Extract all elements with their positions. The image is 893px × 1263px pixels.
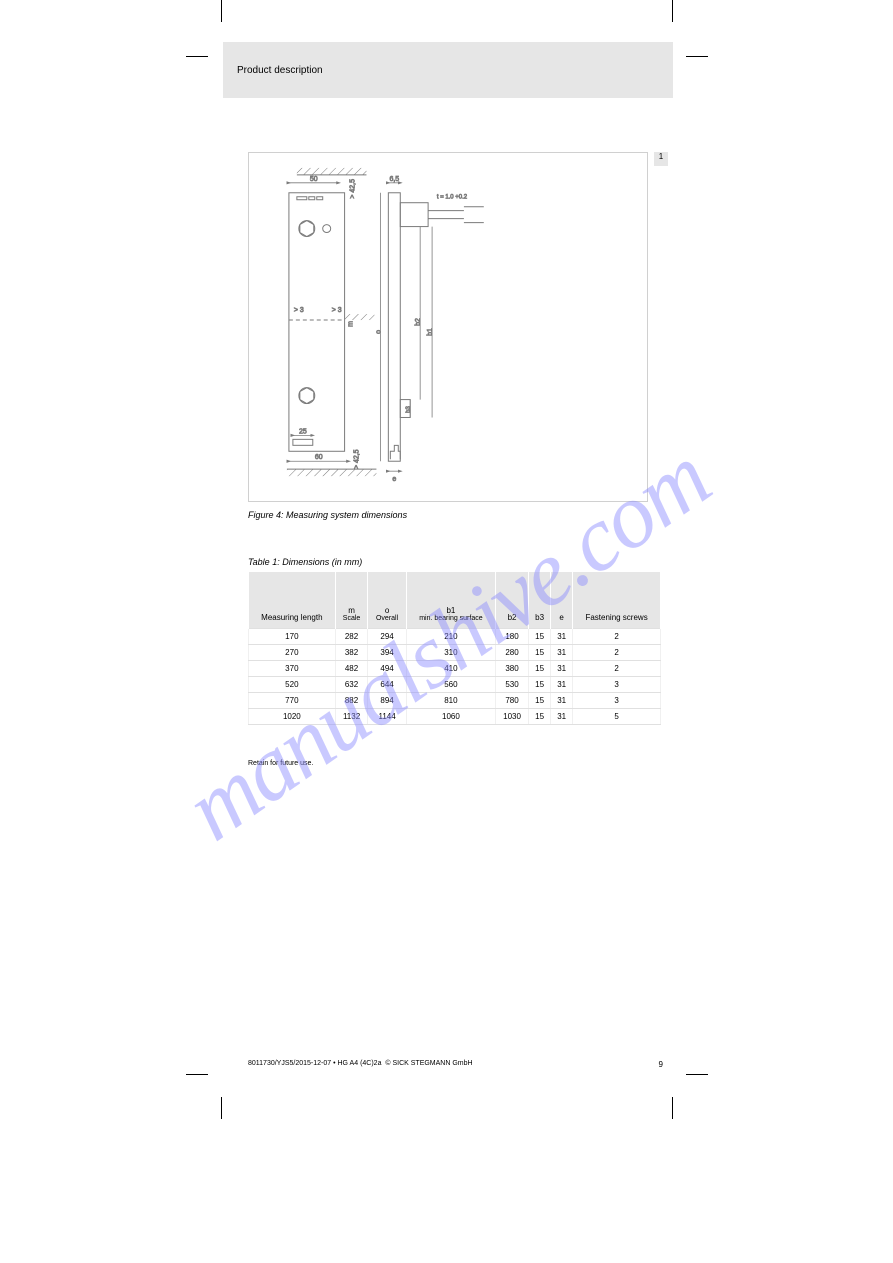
table-cell: 810: [406, 692, 495, 708]
table-header: mScale: [335, 572, 368, 628]
svg-text:b1: b1: [427, 328, 434, 336]
table-cell: 15: [529, 676, 551, 692]
table-cell: 560: [406, 676, 495, 692]
svg-text:b2: b2: [415, 318, 422, 326]
table-cell: 770: [249, 692, 336, 708]
table-cell: 520: [249, 676, 336, 692]
dimensions-table: Measuring lengthmScaleoOverallb1min. bea…: [248, 572, 661, 725]
table-cell: 382: [335, 644, 368, 660]
table-cell: 2: [573, 644, 661, 660]
table-header: e: [551, 572, 573, 628]
doc-id: 8011730/YJS5/2015-12-07 • HG A4 (4C)2a ©…: [248, 1060, 473, 1067]
page-header-title: Product description: [237, 65, 323, 76]
table-cell: 1030: [496, 708, 529, 724]
table-cell: 31: [551, 660, 573, 676]
svg-text:o: o: [375, 330, 382, 334]
table-cell: 282: [335, 628, 368, 644]
figure-caption: Figure 4: Measuring system dimensions: [248, 510, 407, 520]
table-header: oOverall: [368, 572, 406, 628]
table-cell: 1144: [368, 708, 406, 724]
table-header: b2: [496, 572, 529, 628]
svg-text:t = 1.0 +0.2: t = 1.0 +0.2: [437, 195, 468, 201]
table-cell: 180: [496, 628, 529, 644]
table-header: Measuring length: [249, 572, 336, 628]
page-header: Product description: [223, 42, 673, 98]
svg-text:> 42,5: > 42,5: [350, 179, 357, 199]
table-cell: 370: [249, 660, 336, 676]
svg-text:> 42,5: > 42,5: [354, 449, 361, 469]
table-cell: 15: [529, 644, 551, 660]
dimension-drawing: 50 > 42,5 > 3 > 3 m 25 60 > 42,5: [248, 152, 648, 502]
retain-note: Retain for future use.: [248, 760, 313, 767]
table-row: 52063264456053015313: [249, 676, 661, 692]
svg-text:> 3: > 3: [332, 307, 342, 314]
svg-text:25: 25: [299, 428, 307, 435]
table-cell: 494: [368, 660, 406, 676]
side-tab: 1: [654, 152, 668, 166]
table-row: 27038239431028015312: [249, 644, 661, 660]
table-row: 1020113211441060103015315: [249, 708, 661, 724]
table-header: b1min. bearing surface: [406, 572, 495, 628]
drawing-svg: 50 > 42,5 > 3 > 3 m 25 60 > 42,5: [249, 153, 647, 501]
table-cell: 31: [551, 708, 573, 724]
table-cell: 31: [551, 628, 573, 644]
table-cell: 632: [335, 676, 368, 692]
svg-text:50: 50: [310, 176, 318, 183]
svg-text:> 3: > 3: [294, 307, 304, 314]
table-row: 17028229421018015312: [249, 628, 661, 644]
table-cell: 530: [496, 676, 529, 692]
svg-text:e: e: [392, 476, 396, 483]
table-cell: 31: [551, 692, 573, 708]
table-cell: 1020: [249, 708, 336, 724]
table-cell: 780: [496, 692, 529, 708]
svg-text:m: m: [348, 321, 355, 327]
table-cell: 31: [551, 644, 573, 660]
table-header: Fastening screws: [573, 572, 661, 628]
table-cell: 3: [573, 676, 661, 692]
table-cell: 310: [406, 644, 495, 660]
table-caption: Table 1: Dimensions (in mm): [248, 557, 362, 567]
table-cell: 5: [573, 708, 661, 724]
table-cell: 170: [249, 628, 336, 644]
table-cell: 15: [529, 628, 551, 644]
table-cell: 15: [529, 660, 551, 676]
table-row: 37048249441038015312: [249, 660, 661, 676]
table-cell: 644: [368, 676, 406, 692]
table-cell: 410: [406, 660, 495, 676]
table-cell: 270: [249, 644, 336, 660]
svg-text:6,5: 6,5: [389, 176, 399, 183]
table-cell: 394: [368, 644, 406, 660]
table-cell: 294: [368, 628, 406, 644]
table-cell: 280: [496, 644, 529, 660]
table-row: 77088289481078015313: [249, 692, 661, 708]
table-cell: 1060: [406, 708, 495, 724]
table-cell: 15: [529, 708, 551, 724]
table-cell: 380: [496, 660, 529, 676]
table-cell: 3: [573, 692, 661, 708]
table-cell: 894: [368, 692, 406, 708]
table-cell: 15: [529, 692, 551, 708]
table-cell: 31: [551, 676, 573, 692]
table-cell: 210: [406, 628, 495, 644]
svg-text:b3: b3: [406, 406, 412, 413]
table-cell: 2: [573, 660, 661, 676]
svg-text:60: 60: [315, 454, 323, 461]
table-header: b3: [529, 572, 551, 628]
table-cell: 2: [573, 628, 661, 644]
page-number: 9: [659, 1060, 663, 1069]
table-cell: 882: [335, 692, 368, 708]
table-cell: 482: [335, 660, 368, 676]
table-cell: 1132: [335, 708, 368, 724]
